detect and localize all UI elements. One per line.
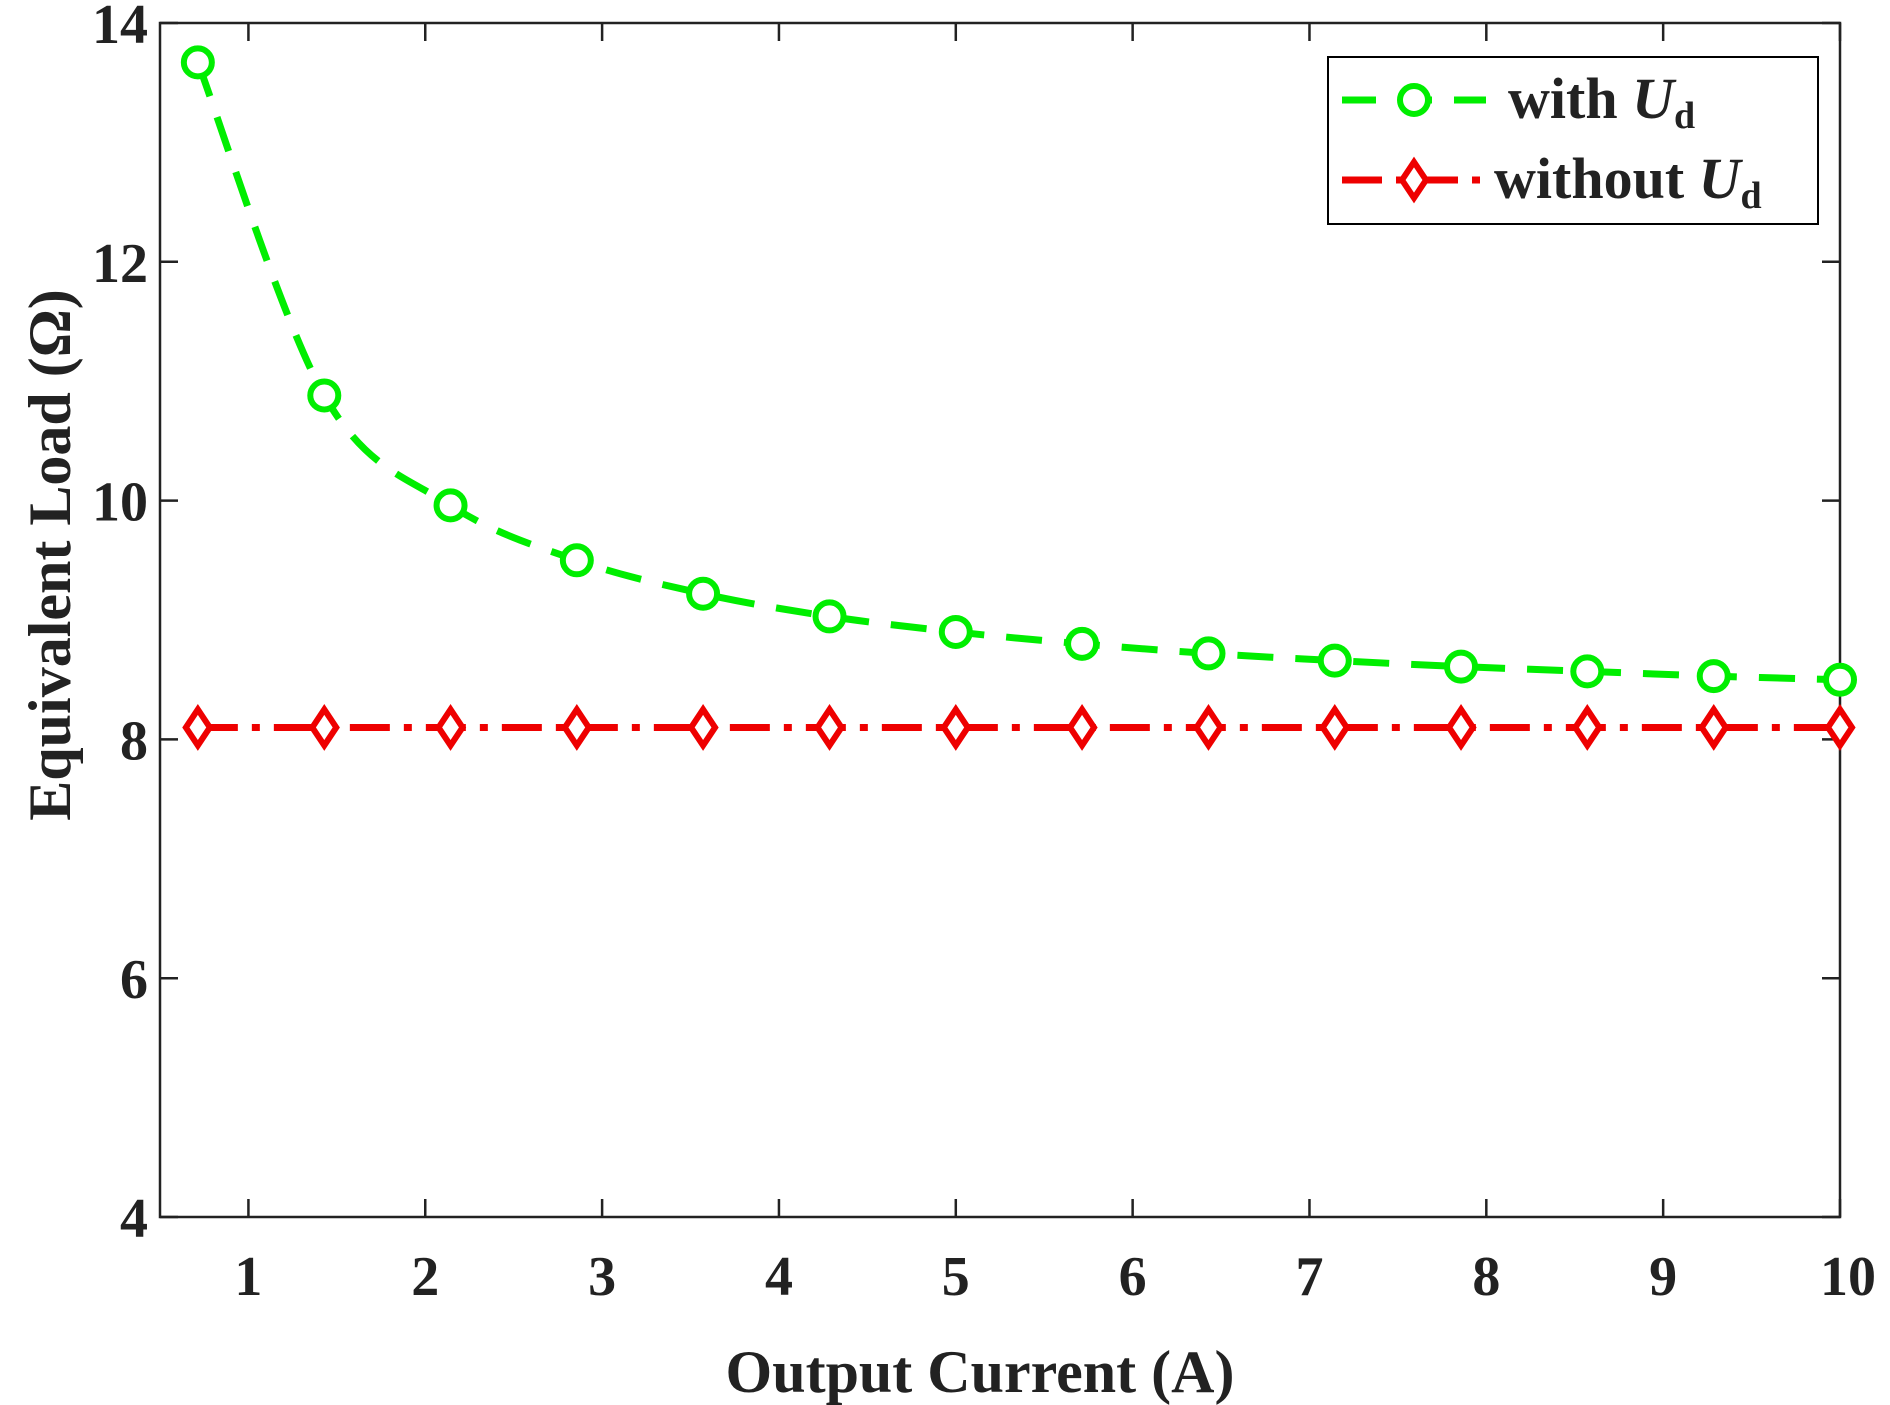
x-tick-label: 3 bbox=[588, 1246, 616, 1308]
y-tick-label: 8 bbox=[120, 710, 148, 772]
legend-entry-with-ud: with Ud bbox=[1508, 66, 1695, 137]
data-point-circle bbox=[812, 599, 847, 634]
series-layer bbox=[180, 45, 1857, 751]
data-point-circle bbox=[686, 576, 721, 611]
y-tick-label: 10 bbox=[92, 472, 148, 534]
x-tick-label: 8 bbox=[1472, 1246, 1500, 1308]
y-tick-label: 14 bbox=[92, 0, 148, 56]
legend-marker-with-ud bbox=[1397, 83, 1431, 117]
data-point-circle bbox=[1696, 659, 1731, 694]
data-point-circle bbox=[1823, 662, 1857, 697]
data-point-diamond bbox=[1319, 704, 1351, 751]
data-point-diamond bbox=[1571, 704, 1603, 751]
data-point-circle bbox=[307, 378, 342, 413]
legend-entry-without-ud: without Ud bbox=[1494, 146, 1762, 217]
data-point-circle bbox=[938, 614, 973, 649]
data-point-circle bbox=[1570, 654, 1605, 689]
data-point-diamond bbox=[687, 704, 719, 751]
data-point-circle bbox=[1317, 643, 1352, 678]
x-tick-label: 7 bbox=[1295, 1246, 1323, 1308]
data-point-circle bbox=[1065, 626, 1100, 661]
legend-marker-without-ud bbox=[1398, 156, 1430, 204]
y-tick-label: 6 bbox=[120, 949, 148, 1011]
data-point-diamond bbox=[1066, 704, 1098, 751]
y-tick-label: 4 bbox=[120, 1188, 148, 1250]
x-tick-label: 9 bbox=[1649, 1246, 1677, 1308]
x-axis-label: Output Current (A) bbox=[726, 1339, 1235, 1405]
x-tick-label: 1 bbox=[234, 1246, 262, 1308]
legend: with Ud without Ud bbox=[1327, 56, 1819, 225]
data-point-diamond bbox=[1698, 704, 1730, 751]
x-tick-label: 6 bbox=[1119, 1246, 1147, 1308]
axis-ticks bbox=[160, 21, 1842, 1219]
y-axis-label: Equivalent Load (Ω) bbox=[17, 289, 83, 820]
data-point-circle bbox=[559, 543, 594, 578]
data-point-circle bbox=[1191, 636, 1226, 671]
data-point-diamond bbox=[308, 704, 340, 751]
y-tick-label: 12 bbox=[92, 233, 148, 295]
data-point-circle bbox=[433, 488, 468, 523]
data-point-diamond bbox=[940, 704, 972, 751]
data-point-circle bbox=[180, 45, 215, 80]
data-point-circle bbox=[1444, 649, 1479, 684]
data-point-diamond bbox=[1445, 704, 1477, 751]
data-point-diamond bbox=[1824, 704, 1856, 751]
data-point-diamond bbox=[561, 704, 593, 751]
x-tick-label: 5 bbox=[942, 1246, 970, 1308]
x-tick-label: 2 bbox=[411, 1246, 439, 1308]
x-tick-label: 4 bbox=[765, 1246, 793, 1308]
data-point-diamond bbox=[434, 704, 467, 751]
data-point-diamond bbox=[813, 704, 846, 751]
data-point-diamond bbox=[1192, 704, 1225, 751]
x-tick-label: 10 bbox=[1820, 1246, 1876, 1308]
series-with-ud bbox=[180, 45, 1857, 697]
data-point-diamond bbox=[182, 704, 214, 751]
series-without-ud bbox=[182, 704, 1856, 751]
